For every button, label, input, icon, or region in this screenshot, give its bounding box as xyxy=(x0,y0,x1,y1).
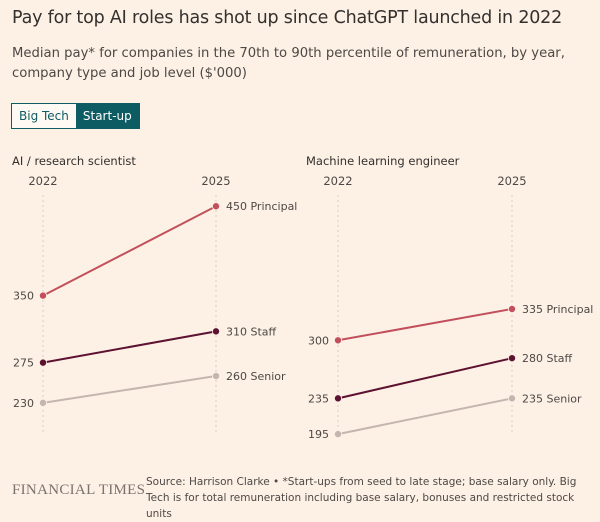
value-label-2022: 300 xyxy=(308,334,329,347)
data-point xyxy=(211,372,220,381)
data-point xyxy=(507,354,516,363)
value-label-2025: 450 Principal xyxy=(226,200,297,213)
value-label-2022: 235 xyxy=(308,392,329,405)
series-line-senior xyxy=(42,375,217,404)
value-label-2022: 195 xyxy=(308,428,329,441)
value-label-2025: 310 Staff xyxy=(226,325,277,338)
source-note: Source: Harrison Clarke • *Start-ups fro… xyxy=(146,476,577,520)
company-type-toggle: Big Tech Start-up xyxy=(11,103,140,129)
data-point xyxy=(333,394,342,403)
data-point xyxy=(211,327,220,336)
data-point xyxy=(507,304,516,313)
data-point xyxy=(39,398,48,407)
value-label-2022: 230 xyxy=(13,397,34,410)
chart-title: Pay for top AI roles has shot up since C… xyxy=(12,8,563,28)
value-label-2025: 280 Staff xyxy=(522,352,573,365)
panel-title: Machine learning engineer xyxy=(306,154,460,168)
value-label-2022: 350 xyxy=(13,290,34,303)
series-line-staff xyxy=(337,357,513,400)
data-point xyxy=(333,336,342,345)
toggle-start-up[interactable]: Start-up xyxy=(75,104,139,128)
value-label-2025: 235 Senior xyxy=(522,392,582,405)
value-label-2025: 335 Principal xyxy=(522,303,593,316)
value-label-2025: 260 Senior xyxy=(226,370,286,383)
chart-subtitle: Median pay* for companies in the 70th to… xyxy=(12,46,565,81)
year-label-2022: 2022 xyxy=(323,174,352,188)
year-label-2022: 2022 xyxy=(28,174,57,188)
series-line-principal xyxy=(337,308,513,342)
year-label-2025: 2025 xyxy=(201,174,230,188)
data-point xyxy=(211,202,220,211)
data-point xyxy=(333,430,342,439)
data-point xyxy=(39,291,48,300)
year-label-2025: 2025 xyxy=(497,174,526,188)
value-label-2022: 275 xyxy=(13,357,34,370)
series-line-staff xyxy=(42,330,217,364)
ft-logo: FINANCIAL TIMES xyxy=(12,482,146,498)
data-point xyxy=(39,358,48,367)
data-point xyxy=(507,394,516,403)
series-line-senior xyxy=(337,397,513,436)
panel-title: AI / research scientist xyxy=(12,154,136,168)
series-line-principal xyxy=(42,205,217,297)
toggle-big-tech[interactable]: Big Tech xyxy=(12,104,76,128)
